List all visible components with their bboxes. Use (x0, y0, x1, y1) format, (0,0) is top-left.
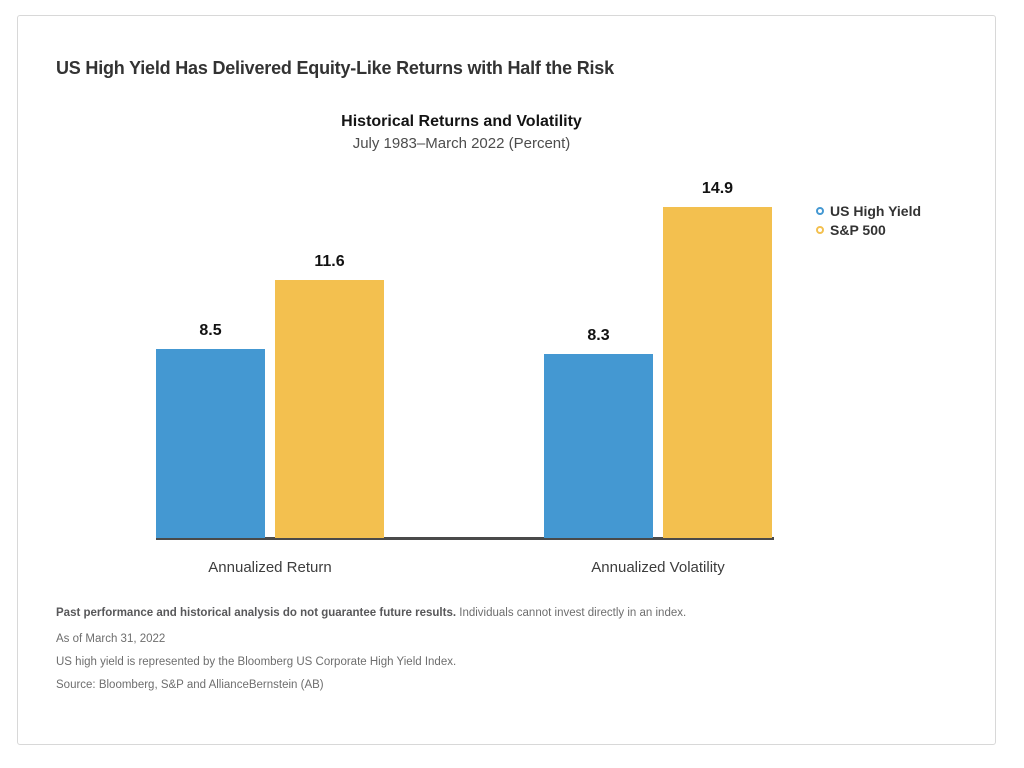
legend-ring-icon-s-p-500 (816, 226, 824, 234)
legend-item-us-high-yield: US High Yield (816, 203, 921, 219)
page-title: US High Yield Has Delivered Equity-Like … (56, 58, 614, 78)
bar-us-high-yield-0 (156, 349, 265, 538)
x-axis-line (156, 537, 774, 540)
x-axis-label-1: Annualized Volatility (591, 559, 725, 576)
bar-value-label-s-p-500-0: 11.6 (314, 253, 345, 270)
footnote-disclaimer-bold: Past performance and historical analysis… (56, 607, 457, 619)
bar-value-label-us-high-yield-1: 8.3 (587, 327, 610, 344)
footnote-as-of: As of March 31, 2022 (56, 633, 166, 645)
bar-value-label-s-p-500-1: 14.9 (701, 180, 734, 197)
chart-title: Historical Returns and Volatility (341, 113, 582, 130)
legend-ring-icon-us-high-yield (816, 207, 824, 215)
chart-card: US High Yield Has Delivered Equity-Like … (17, 15, 996, 745)
bar-value-label-us-high-yield-0: 8.5 (199, 322, 222, 339)
legend-label-s-p-500: S&P 500 (830, 222, 886, 238)
footnote-index-note: US high yield is represented by the Bloo… (56, 656, 457, 668)
legend-item-s-p-500: S&P 500 (816, 222, 921, 238)
footnote-disclaimer-rest: Individuals cannot invest directly in an… (456, 607, 687, 619)
legend: US High Yield S&P 500 (816, 203, 921, 241)
x-axis-label-0: Annualized Return (208, 559, 332, 576)
plot-area: US High Yield S&P 500 8.5 11.6 Annualized R… (18, 180, 996, 601)
bar-s-p-500-1 (663, 207, 772, 538)
legend-label-us-high-yield: US High Yield (830, 203, 922, 219)
bar-s-p-500-0 (275, 280, 384, 538)
chart-header: Historical Returns and Volatility July 1… (18, 113, 905, 152)
chart-subtitle: July 1983–March 2022 (Percent) (352, 135, 571, 152)
footnote-disclaimer: Past performance and historical analysis… (56, 607, 686, 619)
footnote-source: Source: Bloomberg, S&P and AllianceBerns… (56, 679, 324, 691)
bar-us-high-yield-1 (544, 354, 653, 538)
